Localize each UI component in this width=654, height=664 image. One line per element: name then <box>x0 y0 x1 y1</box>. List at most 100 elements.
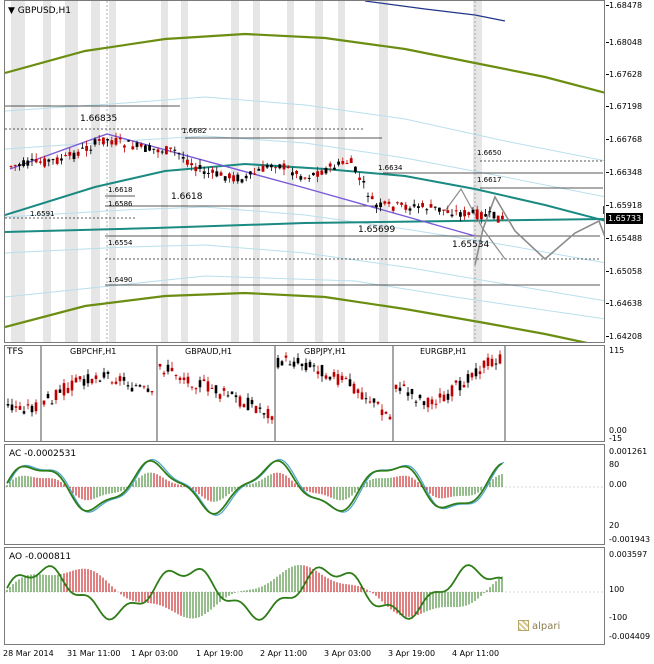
candle-body <box>181 157 185 159</box>
candle-body <box>362 180 366 183</box>
candle-body <box>249 171 252 175</box>
price-chart-pane[interactable] <box>4 0 605 343</box>
ao-panel[interactable] <box>4 547 605 645</box>
session-band <box>231 1 239 342</box>
candle-body <box>148 145 151 151</box>
candle-body <box>349 158 353 164</box>
ac-panel[interactable] <box>4 444 605 545</box>
tfs-body <box>30 405 34 413</box>
candle-body <box>337 161 340 165</box>
candle-body <box>244 175 248 179</box>
tfs-body <box>276 357 280 368</box>
tfs-tick: 0.00 <box>609 426 627 435</box>
teal-mid <box>5 218 604 233</box>
time-tick: 4 Apr 11:00 <box>452 649 500 658</box>
tfs-body <box>150 391 154 393</box>
candle-body <box>270 164 273 168</box>
candle-body <box>173 149 177 151</box>
candle-body <box>433 206 437 208</box>
candle-body <box>295 170 298 174</box>
candle-body <box>417 206 420 209</box>
candle-body <box>257 168 261 171</box>
session-band <box>181 1 188 342</box>
tfs-body <box>70 380 74 391</box>
envelope-line <box>5 135 604 198</box>
time-axis[interactable]: 28 Mar 2014 31 Mar 11:00 1 Apr 03:00 1 A… <box>0 645 654 664</box>
tfs-body <box>178 377 182 381</box>
candle-body <box>30 158 34 161</box>
candle-body <box>261 165 265 172</box>
tfs-body <box>372 398 376 403</box>
tfs-body <box>446 393 450 400</box>
candle-body <box>47 159 51 162</box>
tfs-scale: 115 0.00 -15 <box>606 345 654 443</box>
candle-body <box>219 172 223 176</box>
tfs-body <box>462 384 466 388</box>
level-label: 1.6490 <box>108 276 133 284</box>
tfs-body <box>402 384 406 387</box>
tfs-body <box>296 357 300 364</box>
candle-body <box>307 177 311 179</box>
tfs-body <box>202 379 206 381</box>
candle-body <box>475 209 479 220</box>
tfs-body <box>498 354 502 364</box>
tfs-body <box>388 416 392 420</box>
price-scale[interactable]: 1.68478 1.68048 1.67628 1.67198 1.66768 … <box>606 0 654 343</box>
price-tick: 1.68048 <box>609 38 643 47</box>
candle-body <box>118 138 122 140</box>
tfs-body <box>348 379 352 386</box>
price-tick: 1.66768 <box>609 135 643 144</box>
time-tick: 31 Mar 11:00 <box>67 649 121 658</box>
tfs-symbol: GBPJPY,H1 <box>304 347 347 356</box>
tfs-body <box>474 368 478 377</box>
candle-body <box>215 171 219 177</box>
candle-body <box>471 209 475 213</box>
tfs-body <box>158 363 162 367</box>
candle-body <box>454 210 458 212</box>
candle-body <box>387 201 391 204</box>
tfs-body <box>426 397 430 408</box>
tfs-body <box>490 358 494 367</box>
tfs-body <box>186 376 190 384</box>
tfs-body <box>66 387 70 393</box>
candle-body <box>421 203 424 207</box>
ac-tick: 80 <box>609 460 620 469</box>
ac-tick: 20 <box>609 521 620 530</box>
price-tick: 1.65918 <box>609 201 643 210</box>
time-tick: 3 Apr 19:00 <box>388 649 436 658</box>
candle-body <box>484 214 487 217</box>
candle-body <box>55 157 59 164</box>
tfs-body <box>74 377 78 383</box>
session-band <box>287 1 294 342</box>
ac-label: AC -0.0002531 <box>9 449 77 459</box>
tfs-body <box>316 371 320 375</box>
tfs-panel[interactable] <box>4 345 605 442</box>
time-tick: 3 Apr 03:00 <box>324 649 372 658</box>
tfs-body <box>418 394 422 399</box>
tfs-body <box>18 406 22 410</box>
price-tick: 1.68478 <box>609 1 643 10</box>
candle-body <box>156 149 160 153</box>
candle-body <box>316 171 319 177</box>
tfs-body <box>190 386 194 388</box>
level-label: 1.6634 <box>378 164 403 172</box>
candle-body <box>396 202 399 204</box>
candle-body <box>379 202 382 208</box>
candle-body <box>312 172 315 176</box>
ao-tick: 100 <box>609 585 625 594</box>
price-tick: 1.64638 <box>609 299 643 308</box>
session-band <box>338 1 345 342</box>
tfs-body <box>82 379 86 386</box>
session-band <box>379 1 388 342</box>
ac-tick: 0.00 <box>609 480 627 489</box>
candle-body <box>358 177 361 180</box>
tfs-symbol: GBPCHF,H1 <box>70 347 117 356</box>
ac-tick: 0.001261 <box>609 447 648 456</box>
candle-body <box>144 145 147 152</box>
tfs-body <box>422 401 426 406</box>
level-label: 1.6682 <box>182 127 207 135</box>
session-band <box>43 1 51 342</box>
level-label: 1.6617 <box>477 176 502 184</box>
price-chart-canvas[interactable] <box>5 1 605 343</box>
tfs-body <box>62 383 66 396</box>
